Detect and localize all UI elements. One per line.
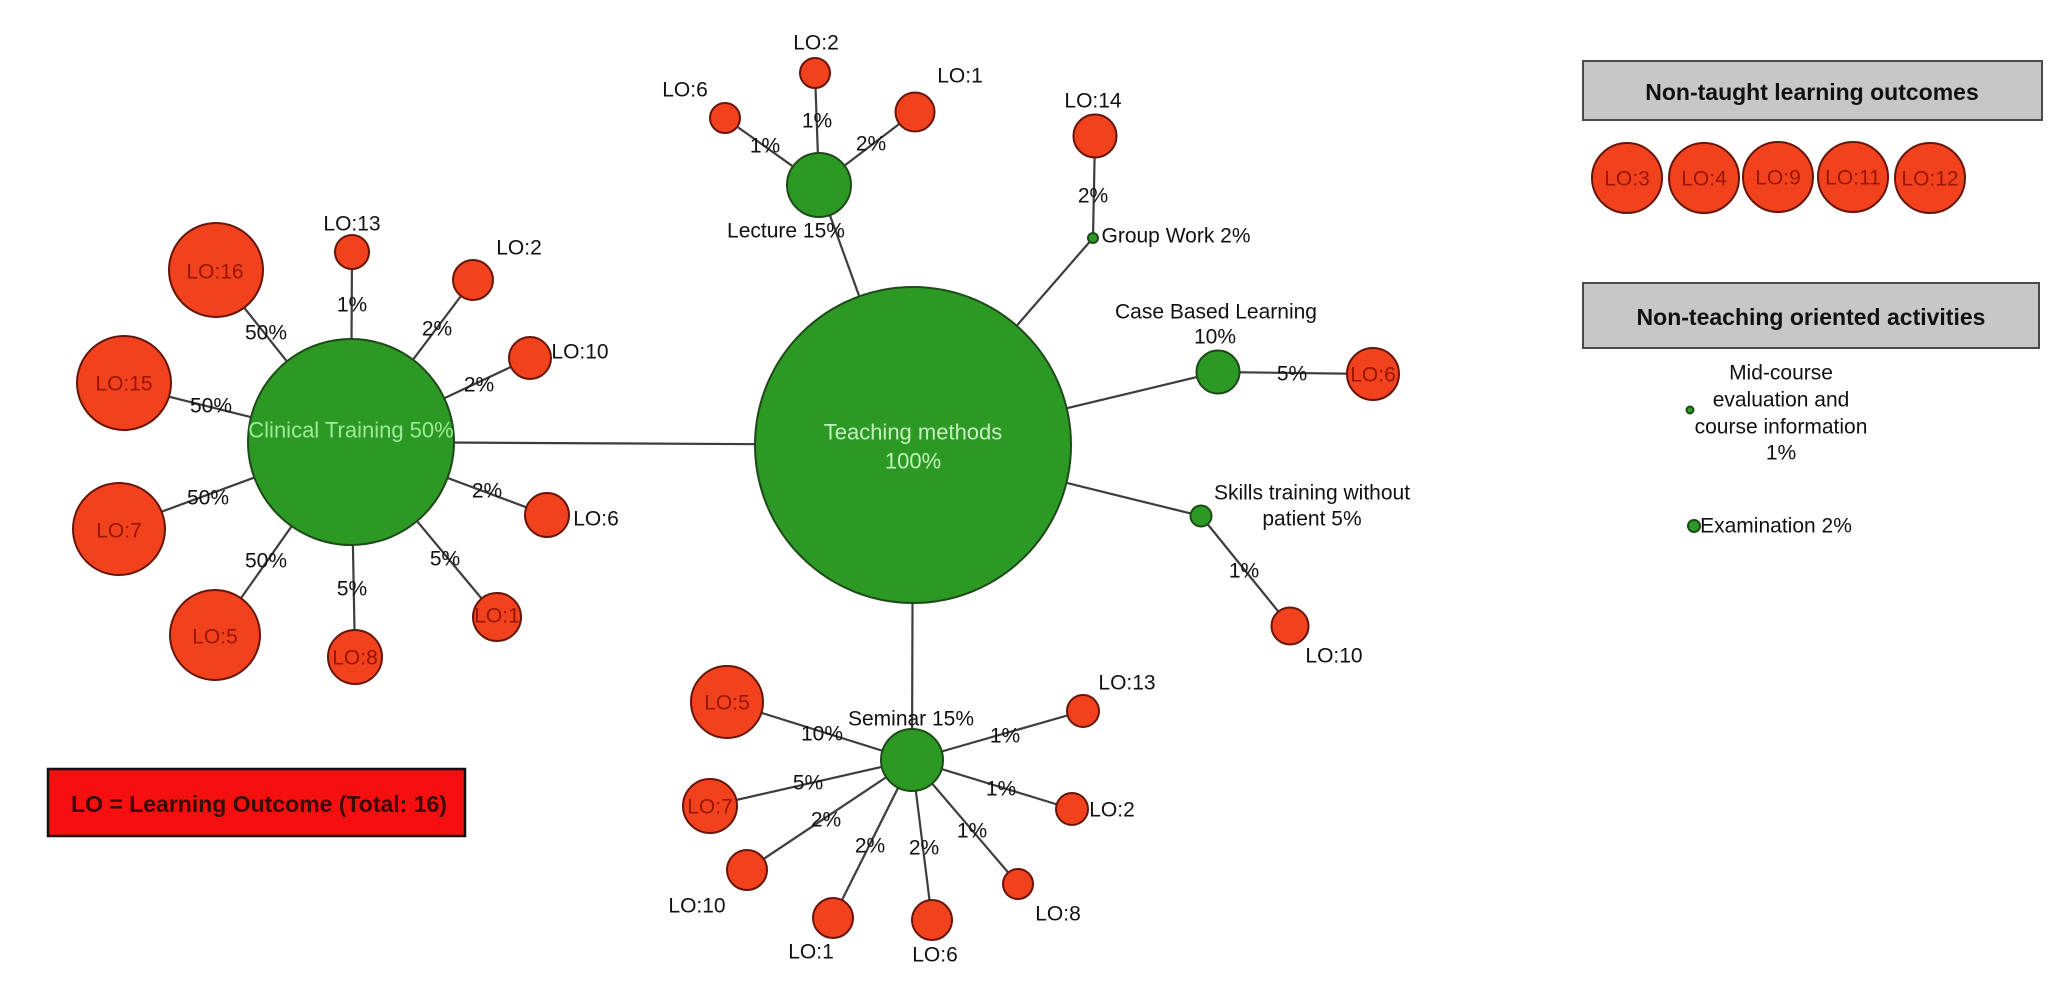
svg-text:2%: 2% <box>909 837 939 860</box>
svg-text:5%: 5% <box>793 772 823 795</box>
svg-text:LO:12: LO:12 <box>1901 168 1958 191</box>
svg-text:Case Based Learning: Case Based Learning <box>1115 301 1317 324</box>
svg-text:2%: 2% <box>855 835 885 858</box>
svg-text:LO:7: LO:7 <box>96 520 142 543</box>
svg-text:2%: 2% <box>1078 185 1108 208</box>
svg-text:LO:5: LO:5 <box>192 626 238 649</box>
svg-text:100%: 100% <box>885 449 941 474</box>
svg-text:LO:15: LO:15 <box>95 373 152 396</box>
svg-text:LO:8: LO:8 <box>1035 903 1081 926</box>
svg-text:1%: 1% <box>1766 442 1796 465</box>
svg-text:LO:6: LO:6 <box>573 508 619 531</box>
svg-text:1%: 1% <box>750 135 780 158</box>
svg-text:LO:10: LO:10 <box>1305 645 1362 668</box>
svg-text:1%: 1% <box>1229 560 1259 583</box>
svg-text:Group Work 2%: Group Work 2% <box>1102 225 1251 248</box>
svg-text:50%: 50% <box>245 322 287 345</box>
svg-text:LO:2: LO:2 <box>1089 799 1135 822</box>
svg-text:2%: 2% <box>464 374 494 397</box>
svg-text:LO:6: LO:6 <box>662 79 708 102</box>
svg-text:LO:9: LO:9 <box>1755 167 1801 190</box>
svg-text:LO:1: LO:1 <box>788 941 834 964</box>
svg-text:course information: course information <box>1695 416 1868 439</box>
svg-text:2%: 2% <box>472 480 502 503</box>
svg-text:Examination 2%: Examination 2% <box>1700 515 1852 538</box>
svg-text:Clinical Training 50%: Clinical Training 50% <box>248 418 453 443</box>
svg-text:LO:3: LO:3 <box>1604 168 1650 191</box>
svg-text:Lecture 15%: Lecture 15% <box>727 220 845 243</box>
svg-text:LO:7: LO:7 <box>687 796 733 819</box>
svg-text:10%: 10% <box>1194 326 1236 349</box>
svg-text:LO:16: LO:16 <box>186 261 243 284</box>
svg-text:Skills training without: Skills training without <box>1214 482 1410 505</box>
svg-text:LO:13: LO:13 <box>1098 672 1155 695</box>
svg-text:50%: 50% <box>190 395 232 418</box>
svg-text:LO:14: LO:14 <box>1064 90 1122 113</box>
svg-text:LO:2: LO:2 <box>793 32 839 55</box>
svg-text:Teaching methods: Teaching methods <box>824 420 1003 445</box>
svg-text:1%: 1% <box>990 725 1020 748</box>
svg-text:50%: 50% <box>245 550 287 573</box>
svg-text:1%: 1% <box>802 110 832 133</box>
svg-text:patient 5%: patient 5% <box>1262 508 1361 531</box>
svg-text:LO:1: LO:1 <box>937 65 983 88</box>
svg-text:1%: 1% <box>337 294 367 317</box>
svg-text:5%: 5% <box>1277 363 1307 386</box>
svg-text:2%: 2% <box>856 133 886 156</box>
svg-text:LO:10: LO:10 <box>668 895 725 918</box>
svg-text:LO:8: LO:8 <box>332 647 378 670</box>
svg-text:LO:11: LO:11 <box>1825 167 1881 190</box>
svg-text:5%: 5% <box>337 578 367 601</box>
svg-text:Non-teaching oriented activiti: Non-teaching oriented activities <box>1637 304 1986 330</box>
svg-text:Mid-course: Mid-course <box>1729 362 1833 385</box>
svg-text:LO:10: LO:10 <box>551 341 608 364</box>
svg-text:LO:2: LO:2 <box>496 237 542 260</box>
svg-text:50%: 50% <box>187 487 229 510</box>
svg-text:LO:6: LO:6 <box>1350 364 1396 387</box>
svg-text:LO = Learning Outcome (Total:: LO = Learning Outcome (Total: 16) <box>71 791 447 817</box>
svg-text:2%: 2% <box>422 318 452 341</box>
svg-text:1%: 1% <box>957 820 987 843</box>
svg-text:5%: 5% <box>430 548 460 571</box>
svg-text:1%: 1% <box>986 778 1016 801</box>
svg-text:LO:4: LO:4 <box>1681 168 1727 191</box>
svg-text:Non-taught learning outcomes: Non-taught learning outcomes <box>1645 79 1979 105</box>
svg-text:Seminar 15%: Seminar 15% <box>848 708 974 731</box>
svg-text:2%: 2% <box>811 809 841 832</box>
svg-text:10%: 10% <box>801 723 843 746</box>
svg-text:LO:1: LO:1 <box>474 605 520 628</box>
svg-text:evaluation and: evaluation and <box>1713 389 1850 412</box>
svg-text:LO:6: LO:6 <box>912 944 958 967</box>
svg-text:LO:13: LO:13 <box>323 213 380 236</box>
svg-text:LO:5: LO:5 <box>704 692 750 715</box>
